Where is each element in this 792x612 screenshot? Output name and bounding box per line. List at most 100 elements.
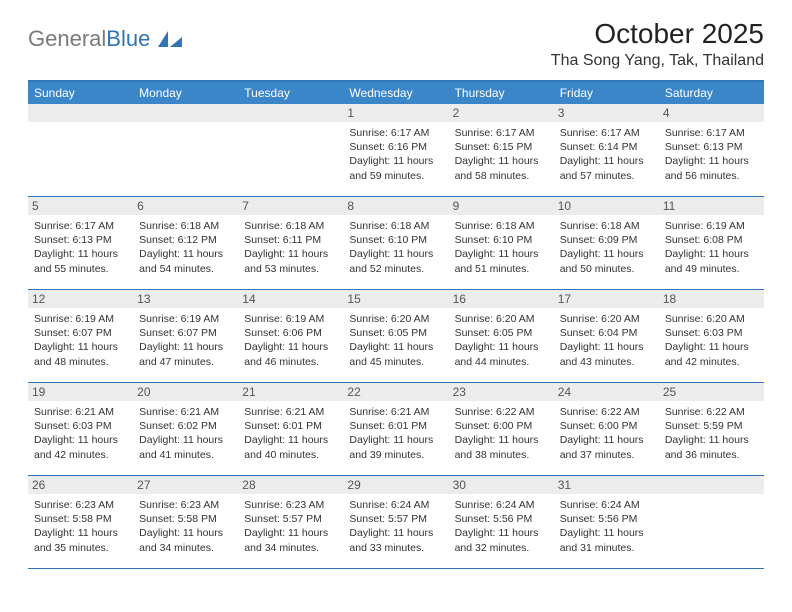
sunset-text: Sunset: 6:03 PM: [665, 326, 758, 340]
day-number: 5: [28, 197, 133, 215]
sunrise-text: Sunrise: 6:17 AM: [560, 126, 653, 140]
day-number: 12: [28, 290, 133, 308]
sunset-text: Sunset: 6:00 PM: [455, 419, 548, 433]
sunrise-text: Sunrise: 6:17 AM: [349, 126, 442, 140]
daylight-text: Daylight: 11 hours and 49 minutes.: [665, 247, 758, 275]
sunset-text: Sunset: 5:57 PM: [244, 512, 337, 526]
day-number: 4: [659, 104, 764, 122]
daylight-text: Daylight: 11 hours and 46 minutes.: [244, 340, 337, 368]
day-cell: Sunrise: 6:19 AMSunset: 6:07 PMDaylight:…: [133, 308, 238, 382]
dow-saturday: Saturday: [659, 82, 764, 104]
day-cell: Sunrise: 6:18 AMSunset: 6:11 PMDaylight:…: [238, 215, 343, 289]
day-number: 25: [659, 383, 764, 401]
day-body: Sunrise: 6:18 AMSunset: 6:12 PMDaylight:…: [137, 217, 234, 276]
daylight-text: Daylight: 11 hours and 59 minutes.: [349, 154, 442, 182]
daylight-text: Daylight: 11 hours and 41 minutes.: [139, 433, 232, 461]
day-cell: Sunrise: 6:20 AMSunset: 6:05 PMDaylight:…: [343, 308, 448, 382]
header: GeneralBlue October 2025 Tha Song Yang, …: [28, 18, 764, 70]
day-body: Sunrise: 6:23 AMSunset: 5:58 PMDaylight:…: [137, 496, 234, 555]
brand-text: GeneralBlue: [28, 26, 150, 52]
day-cell: Sunrise: 6:19 AMSunset: 6:07 PMDaylight:…: [28, 308, 133, 382]
sunrise-text: Sunrise: 6:17 AM: [34, 219, 127, 233]
calendar-page: GeneralBlue October 2025 Tha Song Yang, …: [0, 0, 792, 587]
brand-part1: General: [28, 26, 106, 51]
day-number: [659, 476, 764, 494]
week-row: Sunrise: 6:17 AMSunset: 6:13 PMDaylight:…: [28, 215, 764, 289]
day-body: Sunrise: 6:24 AMSunset: 5:57 PMDaylight:…: [347, 496, 444, 555]
sunrise-text: Sunrise: 6:19 AM: [244, 312, 337, 326]
day-number: [133, 104, 238, 122]
daylight-text: Daylight: 11 hours and 52 minutes.: [349, 247, 442, 275]
day-number: 14: [238, 290, 343, 308]
day-body: Sunrise: 6:22 AMSunset: 6:00 PMDaylight:…: [558, 403, 655, 462]
sunrise-text: Sunrise: 6:21 AM: [349, 405, 442, 419]
sunset-text: Sunset: 5:57 PM: [349, 512, 442, 526]
day-number: 30: [449, 476, 554, 494]
day-body: Sunrise: 6:18 AMSunset: 6:11 PMDaylight:…: [242, 217, 339, 276]
sunrise-text: Sunrise: 6:20 AM: [455, 312, 548, 326]
day-number: 13: [133, 290, 238, 308]
day-body: Sunrise: 6:19 AMSunset: 6:08 PMDaylight:…: [663, 217, 760, 276]
sunset-text: Sunset: 6:10 PM: [349, 233, 442, 247]
week-numrow: 1234: [28, 104, 764, 122]
sunset-text: Sunset: 5:56 PM: [455, 512, 548, 526]
day-body: Sunrise: 6:19 AMSunset: 6:07 PMDaylight:…: [32, 310, 129, 369]
day-number: 15: [343, 290, 448, 308]
daylight-text: Daylight: 11 hours and 45 minutes.: [349, 340, 442, 368]
day-number: 29: [343, 476, 448, 494]
sunset-text: Sunset: 6:01 PM: [349, 419, 442, 433]
sunset-text: Sunset: 6:12 PM: [139, 233, 232, 247]
daylight-text: Daylight: 11 hours and 38 minutes.: [455, 433, 548, 461]
daylight-text: Daylight: 11 hours and 58 minutes.: [455, 154, 548, 182]
day-number: 19: [28, 383, 133, 401]
day-cell: Sunrise: 6:23 AMSunset: 5:58 PMDaylight:…: [133, 494, 238, 568]
sunset-text: Sunset: 6:05 PM: [349, 326, 442, 340]
weeks-container: 1234Sunrise: 6:17 AMSunset: 6:16 PMDayli…: [28, 104, 764, 569]
sunrise-text: Sunrise: 6:17 AM: [455, 126, 548, 140]
sunrise-text: Sunrise: 6:19 AM: [665, 219, 758, 233]
day-number: 17: [554, 290, 659, 308]
sunrise-text: Sunrise: 6:18 AM: [560, 219, 653, 233]
daylight-text: Daylight: 11 hours and 39 minutes.: [349, 433, 442, 461]
sunrise-text: Sunrise: 6:18 AM: [139, 219, 232, 233]
sunrise-text: Sunrise: 6:21 AM: [244, 405, 337, 419]
daylight-text: Daylight: 11 hours and 37 minutes.: [560, 433, 653, 461]
day-cell: Sunrise: 6:19 AMSunset: 6:06 PMDaylight:…: [238, 308, 343, 382]
day-body: Sunrise: 6:17 AMSunset: 6:13 PMDaylight:…: [663, 124, 760, 183]
sunrise-text: Sunrise: 6:19 AM: [139, 312, 232, 326]
daylight-text: Daylight: 11 hours and 36 minutes.: [665, 433, 758, 461]
sunrise-text: Sunrise: 6:18 AM: [455, 219, 548, 233]
sunrise-text: Sunrise: 6:22 AM: [560, 405, 653, 419]
calendar: SundayMondayTuesdayWednesdayThursdayFrid…: [28, 80, 764, 569]
day-cell: Sunrise: 6:21 AMSunset: 6:03 PMDaylight:…: [28, 401, 133, 475]
daylight-text: Daylight: 11 hours and 34 minutes.: [139, 526, 232, 554]
week-row: Sunrise: 6:23 AMSunset: 5:58 PMDaylight:…: [28, 494, 764, 568]
day-cell: Sunrise: 6:18 AMSunset: 6:10 PMDaylight:…: [449, 215, 554, 289]
sunset-text: Sunset: 6:07 PM: [34, 326, 127, 340]
day-body: Sunrise: 6:17 AMSunset: 6:13 PMDaylight:…: [32, 217, 129, 276]
month-title: October 2025: [551, 18, 764, 50]
location: Tha Song Yang, Tak, Thailand: [551, 52, 764, 70]
day-number: 10: [554, 197, 659, 215]
day-number: 7: [238, 197, 343, 215]
week: 12131415161718Sunrise: 6:19 AMSunset: 6:…: [28, 290, 764, 383]
sunrise-text: Sunrise: 6:17 AM: [665, 126, 758, 140]
daylight-text: Daylight: 11 hours and 44 minutes.: [455, 340, 548, 368]
day-body: Sunrise: 6:17 AMSunset: 6:15 PMDaylight:…: [453, 124, 550, 183]
day-number: 16: [449, 290, 554, 308]
sunset-text: Sunset: 6:13 PM: [665, 140, 758, 154]
day-body: Sunrise: 6:24 AMSunset: 5:56 PMDaylight:…: [453, 496, 550, 555]
day-cell: Sunrise: 6:20 AMSunset: 6:05 PMDaylight:…: [449, 308, 554, 382]
sunrise-text: Sunrise: 6:21 AM: [34, 405, 127, 419]
sunset-text: Sunset: 6:10 PM: [455, 233, 548, 247]
week-row: Sunrise: 6:17 AMSunset: 6:16 PMDaylight:…: [28, 122, 764, 196]
sunset-text: Sunset: 6:03 PM: [34, 419, 127, 433]
day-cell: Sunrise: 6:20 AMSunset: 6:03 PMDaylight:…: [659, 308, 764, 382]
day-body: Sunrise: 6:18 AMSunset: 6:10 PMDaylight:…: [347, 217, 444, 276]
day-body: Sunrise: 6:21 AMSunset: 6:01 PMDaylight:…: [242, 403, 339, 462]
sunrise-text: Sunrise: 6:18 AM: [349, 219, 442, 233]
sunset-text: Sunset: 5:56 PM: [560, 512, 653, 526]
day-number: 1: [343, 104, 448, 122]
daylight-text: Daylight: 11 hours and 56 minutes.: [665, 154, 758, 182]
day-cell: Sunrise: 6:19 AMSunset: 6:08 PMDaylight:…: [659, 215, 764, 289]
